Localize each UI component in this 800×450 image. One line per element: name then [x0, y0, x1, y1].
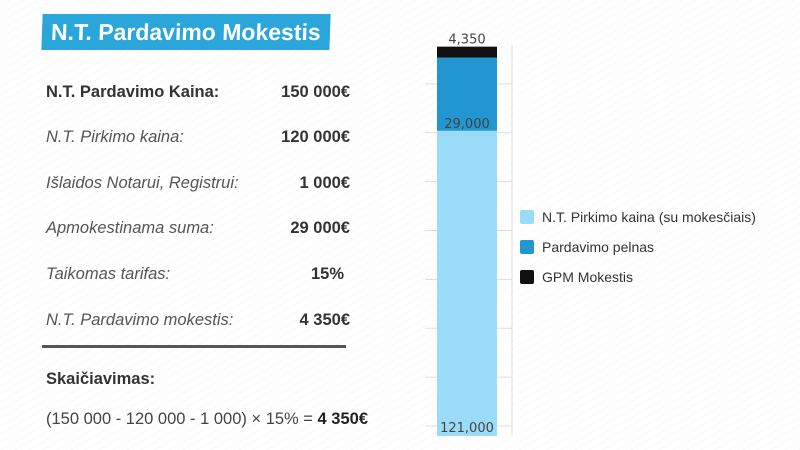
calculation-formula: (150 000 - 120 000 - 1 000) × 15% = 4 35…: [46, 410, 368, 429]
chart-bars: [437, 46, 497, 436]
row-sale-tax: N.T. Pardavimo mokestis: 4 350€: [46, 308, 350, 332]
legend-swatch: [520, 270, 534, 284]
formula-result: 4 350€: [317, 410, 368, 428]
legend-swatch: [520, 210, 534, 224]
row-label: Apmokestinama suma:: [46, 218, 214, 237]
legend-item-tax: GPM Mokestis: [520, 262, 756, 292]
row-value: 4 350€: [299, 310, 350, 329]
legend-item-purchase: N.T. Pirkimo kaina (su mokesčiais): [520, 202, 756, 232]
row-purchase-price: N.T. Pirkimo kaina: 120 000€: [46, 125, 350, 149]
row-value: 150 000€: [281, 82, 350, 101]
chart-data-labels: 121,000 29,000 4,350: [440, 33, 494, 436]
row-label: Taikomas tarifas:: [46, 264, 171, 283]
row-taxable-amount: Apmokestinama suma: 29 000€: [46, 216, 350, 240]
row-label: N.T. Pardavimo mokestis:: [46, 310, 234, 329]
formula-text: (150 000 - 120 000 - 1 000) × 15% =: [46, 410, 318, 428]
calculation-title: Skaičiavimas:: [46, 370, 156, 388]
data-label-3: 4,350: [448, 33, 485, 48]
data-label-1: 121,000: [440, 421, 494, 436]
divider: [42, 345, 346, 348]
stacked-bar-chart: 121,000 29,000 4,350: [425, 33, 513, 436]
legend-label: GPM Mokestis: [542, 269, 634, 285]
bar-segment-3: [437, 46, 497, 58]
row-label: N.T. Pardavimo Kaina:: [46, 82, 220, 101]
row-value: 120 000€: [281, 127, 350, 146]
legend-label: N.T. Pirkimo kaina (su mokesčiais): [542, 209, 756, 225]
row-label: N.T. Pirkimo kaina:: [46, 127, 184, 146]
row-value: 1 000€: [299, 173, 350, 192]
bar-segment-1: [437, 130, 497, 436]
data-label-2: 29,000: [444, 117, 490, 132]
row-sale-price: N.T. Pardavimo Kaina: 150 000€: [46, 80, 350, 104]
bar-segment-2: [437, 57, 497, 131]
row-label: Išlaidos Notarui, Registrui:: [46, 173, 239, 192]
chart-legend: N.T. Pirkimo kaina (su mokesčiais) Parda…: [520, 202, 756, 292]
row-value: 29 000€: [290, 218, 350, 237]
legend-swatch: [520, 240, 534, 254]
page-title: N.T. Pardavimo Mokestis: [41, 14, 331, 50]
row-tax-rate: Taikomas tarifas: 15%: [46, 262, 350, 286]
legend-item-profit: Pardavimo pelnas: [520, 232, 756, 262]
legend-label: Pardavimo pelnas: [542, 239, 655, 255]
row-notary-costs: Išlaidos Notarui, Registrui: 1 000€: [46, 171, 350, 195]
row-value: 15%: [310, 264, 344, 283]
